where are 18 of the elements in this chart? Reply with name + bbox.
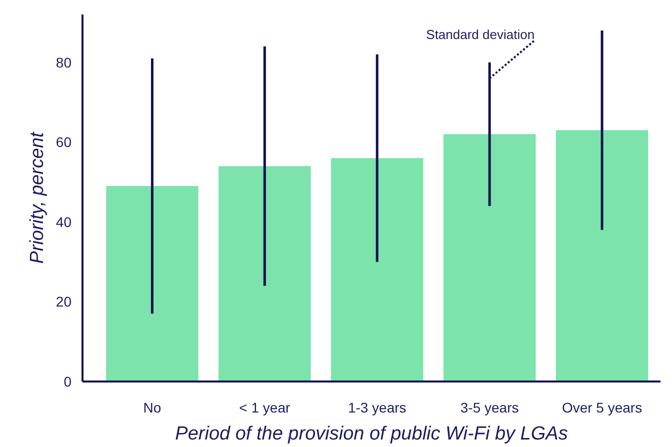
y-tick-label: 60: [56, 134, 72, 150]
bar: [556, 130, 648, 382]
bar: [106, 186, 198, 382]
y-tick-label: 20: [56, 294, 72, 310]
y-tick-label: 0: [64, 374, 72, 390]
bar: [443, 134, 536, 382]
x-axis-title: Period of the provision of public Wi-Fi by LGAs: [175, 424, 568, 444]
annotation: Standard deviation: [426, 26, 535, 42]
bar: [218, 166, 311, 382]
x-tick-label: No: [143, 400, 162, 416]
y-axis-title: Priority, percent: [26, 131, 48, 264]
x-tick-label: 1-3 years: [348, 400, 406, 416]
y-tick-label: 40: [56, 214, 72, 230]
x-tick-label: < 1 year: [239, 400, 290, 416]
x-tick-label: 3-5 years: [460, 400, 519, 416]
bar: [331, 158, 424, 382]
y-tick-label: 80: [56, 54, 72, 70]
x-tick-label: Over 5 years: [562, 400, 642, 416]
